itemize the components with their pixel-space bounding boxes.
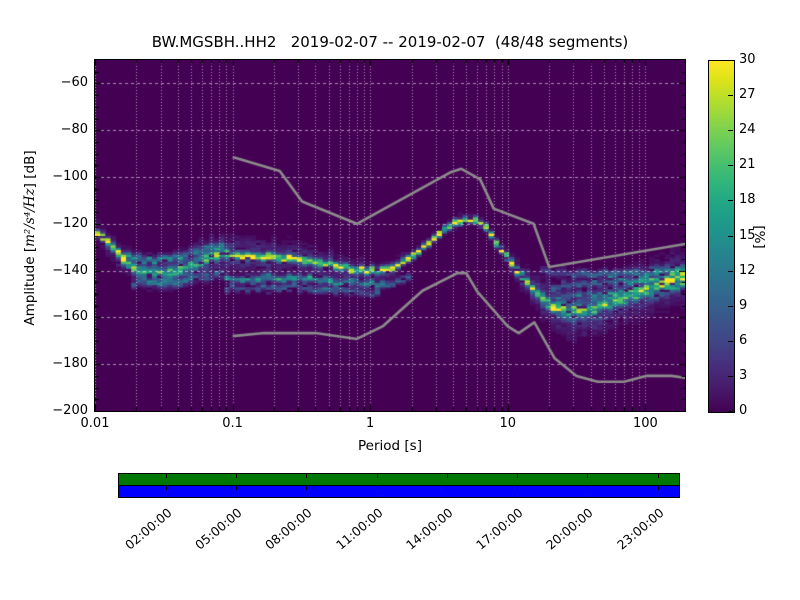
- colorbar-tick-label: 6: [739, 332, 748, 348]
- time-tick: [236, 486, 237, 490]
- y-tick-label: −60: [60, 75, 88, 91]
- time-tick: [658, 474, 659, 478]
- time-coverage-bar: [118, 473, 680, 499]
- colorbar-tick: [728, 271, 733, 272]
- colorbar-tick: [728, 236, 733, 237]
- y-axis-label-prefix: Amplitude [: [22, 246, 38, 326]
- colorbar-tick: [728, 306, 733, 307]
- y-axis-label-suffix: ] [dB]: [22, 150, 38, 189]
- time-tick: [447, 474, 448, 478]
- x-tick-label: 10: [499, 416, 517, 431]
- colorbar-tick: [728, 165, 733, 166]
- x-tick-label: 0.1: [222, 416, 243, 431]
- y-axis-label-math: m²/s⁴/Hz: [22, 188, 38, 247]
- colorbar-tick-label: 24: [739, 122, 756, 138]
- y-tick-label: −160: [52, 309, 88, 325]
- colorbar-tick: [728, 411, 733, 412]
- y-tick-label: −180: [52, 356, 88, 372]
- y-tick-label: −80: [60, 122, 88, 138]
- colorbar-tick: [728, 95, 733, 96]
- time-tick: [166, 474, 167, 478]
- x-tick-label: 0.01: [80, 416, 110, 431]
- y-tick-label: −120: [52, 215, 88, 231]
- x-axis-label: Period [s]: [358, 438, 422, 454]
- colorbar-tick-label: 12: [739, 262, 756, 278]
- x-tick-label: 1: [366, 416, 375, 431]
- coverage-row-bottom: [118, 485, 680, 498]
- x-tick-label: 100: [632, 416, 658, 431]
- colorbar-tick: [728, 376, 733, 377]
- colorbar-tick-label: 3: [739, 367, 748, 383]
- time-tick: [306, 474, 307, 478]
- colorbar-tick: [728, 200, 733, 201]
- time-tick: [587, 474, 588, 478]
- time-tick: [236, 474, 237, 478]
- time-tick: [517, 486, 518, 490]
- time-tick: [658, 486, 659, 490]
- colorbar-tick-label: 27: [739, 87, 756, 103]
- colorbar-tick-label: 0: [739, 403, 748, 418]
- time-tick: [306, 486, 307, 490]
- time-tick: [587, 486, 588, 490]
- y-tick-label: −200: [52, 403, 88, 418]
- chart-title: BW.MGSBH..HH2 2019-02-07 -- 2019-02-07 (…: [151, 33, 629, 51]
- colorbar-tick-label: 21: [739, 157, 756, 173]
- colorbar-tick: [728, 341, 733, 342]
- colorbar-tick-label: 18: [739, 192, 756, 208]
- ppsd-heatmap-canvas: [95, 60, 685, 411]
- time-tick: [447, 486, 448, 490]
- time-tick: [517, 474, 518, 478]
- colorbar-tick-label: 15: [739, 227, 756, 243]
- colorbar-tick: [728, 60, 733, 61]
- time-tick: [377, 486, 378, 490]
- y-tick-label: −140: [52, 262, 88, 278]
- time-tick: [377, 474, 378, 478]
- colorbar-tick-label: 9: [739, 297, 748, 313]
- colorbar-tick: [728, 130, 733, 131]
- time-tick: [166, 486, 167, 490]
- y-tick-label: −100: [52, 169, 88, 184]
- colorbar-tick-label: 30: [739, 52, 756, 67]
